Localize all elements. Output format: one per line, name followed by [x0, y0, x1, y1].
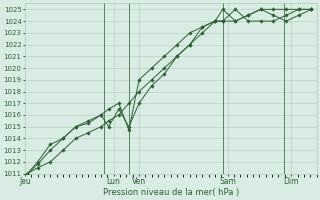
X-axis label: Pression niveau de la mer( hPa ): Pression niveau de la mer( hPa ) — [103, 188, 239, 197]
